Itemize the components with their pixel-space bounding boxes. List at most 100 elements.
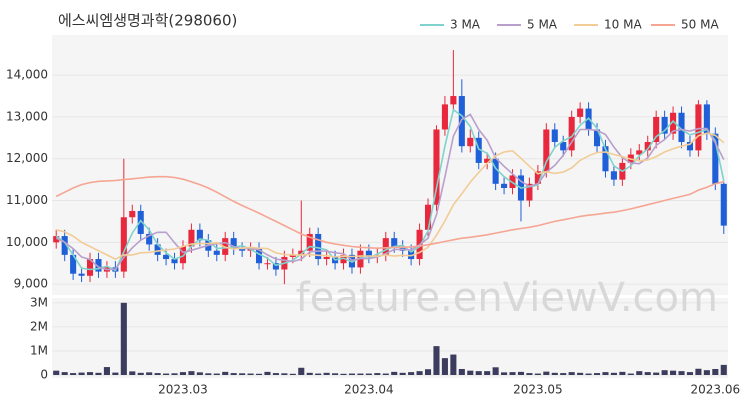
volume-bar [627,373,634,375]
volume-bar [239,373,246,375]
candle-body [382,238,389,255]
volume-bar [247,373,254,375]
candle-body [129,210,136,218]
candle-body [543,129,550,172]
volume-bar [484,371,491,375]
candle-body [712,133,719,184]
volume-bar [103,367,110,375]
volume-bar [61,372,68,375]
volume-bar [340,373,347,375]
candle-body [484,158,491,163]
volume-bar [408,372,415,375]
volume-bar [534,373,541,375]
y-tick-label: 9,000 [14,277,48,291]
volume-bar [399,372,406,375]
candle-body [526,183,533,201]
volume-bar [289,373,296,375]
volume-bar [712,368,719,375]
volume-bar [602,372,609,375]
candle-body [661,116,668,134]
volume-bar [686,372,694,375]
volume-bar [188,371,195,375]
volume-bar [703,370,710,375]
volume-bar [272,373,279,375]
volume-bar [458,368,465,375]
candle-body [492,158,499,184]
legend-label: 10 MA [604,18,642,32]
candle-body [450,96,457,105]
volume-bar [636,371,643,375]
candle-body [95,259,102,272]
candle-body [441,104,448,130]
volume-bar [163,373,170,375]
candle-body [78,273,85,276]
candle-body [653,116,660,143]
volume-bar [678,371,685,375]
candle-body [593,129,601,147]
volume-bar [551,372,558,375]
y-tick-label: 0 [40,368,48,382]
candle-body [323,256,330,260]
candle-body [171,259,178,264]
candle-body [264,263,271,265]
candle-body [644,142,651,151]
volume-bar [720,364,727,375]
candle-body [560,142,567,151]
candle-body [163,254,170,260]
candle-body [534,171,541,184]
candle-body [391,238,398,247]
candle-body [298,250,305,255]
candle-body [196,229,203,241]
x-tick-label: 2023.05 [513,383,563,397]
volume-bar [205,373,212,375]
candle-body [306,233,313,251]
volume-bar [120,302,127,375]
candle-body [137,210,144,234]
y-tick-label: 3M [30,295,48,309]
candle-body [610,171,617,180]
candle-body [686,142,694,151]
candle-body [678,112,685,143]
volume-bar [179,372,187,375]
candle-body [424,204,432,230]
y-tick-label: 10,000 [6,235,48,249]
candle-body [188,229,195,247]
volume-bar [154,373,161,375]
volume-bar [171,373,178,375]
volume-bar [222,371,229,375]
volume-panel [52,298,728,378]
volume-bar [137,372,144,375]
candle-body [230,238,237,249]
volume-bar [416,371,423,375]
candle-body [239,248,246,251]
volume-bar [129,371,136,375]
volume-bar [577,372,584,375]
legend-label: 5 MA [527,18,558,32]
candle-body [61,236,68,255]
volume-bar [255,373,263,375]
volume-bar [695,368,702,375]
volume-bar [467,370,474,375]
candle-body [577,108,584,117]
volume-bar [670,370,677,375]
ma-line [55,175,724,250]
volume-bar [213,373,220,375]
volume-bar [365,373,372,375]
volume-bar [560,373,567,375]
candle-body [289,254,296,257]
volume-bar [593,373,601,375]
candle-body [272,263,279,270]
volume-bar [230,373,237,375]
candle-body [53,236,60,243]
candle-body [636,150,643,155]
volume-bar [568,372,575,375]
candle-body [213,250,220,255]
ma-line [56,132,725,260]
volume-bar [70,373,77,375]
candle-body [670,112,677,134]
candle-body [467,137,474,147]
volume-bar [450,354,457,375]
volume-bar [517,371,525,375]
y-tick-label: 13,000 [6,109,48,123]
candle-body [179,246,187,264]
